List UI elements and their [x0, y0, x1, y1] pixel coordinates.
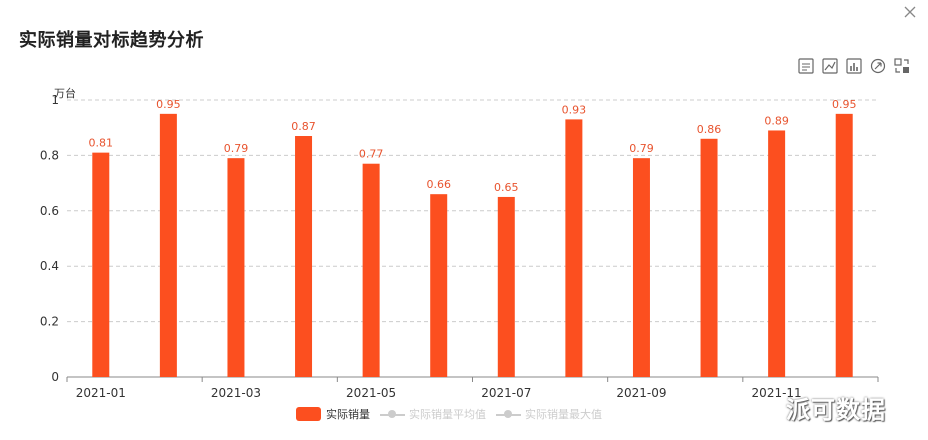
x-tick-label: 2021-09 [616, 386, 666, 400]
legend-item-actual-sales[interactable]: 实际销量 [296, 406, 370, 422]
data-label: 0.66 [426, 178, 451, 191]
data-label: 0.93 [562, 103, 587, 116]
bar [632, 158, 650, 377]
chart-legend: 实际销量 实际销量平均值 实际销量最大值 [296, 406, 612, 422]
legend-label: 实际销量平均值 [409, 408, 486, 421]
legend-swatch-icon [296, 407, 321, 421]
data-view-icon[interactable] [797, 57, 815, 75]
bar [295, 136, 313, 377]
legend-item-average[interactable]: 实际销量平均值 [380, 406, 486, 422]
save-image-icon[interactable] [893, 57, 911, 75]
bar-chart-icon[interactable] [845, 57, 863, 75]
bar [835, 113, 853, 377]
x-tick-label: 2021-03 [211, 386, 261, 400]
bar [497, 196, 515, 377]
bar [227, 158, 245, 377]
x-tick-label: 2021-01 [76, 386, 126, 400]
bar [700, 138, 718, 377]
data-label: 0.95 [156, 98, 181, 111]
legend-line-marker-icon [380, 407, 405, 421]
data-label: 0.79 [224, 142, 249, 155]
bar [92, 152, 110, 377]
data-label: 0.89 [764, 114, 789, 127]
x-tick-label: 2021-07 [481, 386, 531, 400]
legend-label: 实际销量最大值 [525, 408, 602, 421]
data-label: 0.87 [291, 120, 316, 133]
y-tick-label: 0.2 [40, 315, 59, 329]
data-label: 0.65 [494, 181, 519, 194]
data-label: 0.86 [697, 123, 722, 136]
page-title: 实际销量对标趋势分析 [19, 30, 204, 51]
bar [362, 163, 380, 377]
y-tick-label: 0.4 [40, 259, 59, 273]
legend-item-maximum[interactable]: 实际销量最大值 [496, 406, 602, 422]
data-label: 0.81 [89, 137, 114, 150]
close-icon[interactable] [903, 5, 917, 19]
restore-icon[interactable] [869, 57, 887, 75]
data-label: 0.77 [359, 148, 384, 161]
x-tick-label: 2021-05 [346, 386, 396, 400]
chart-toolbox [797, 57, 911, 75]
y-tick-label: 0.6 [40, 204, 59, 218]
bar [430, 194, 448, 377]
data-label: 0.79 [629, 142, 654, 155]
line-chart-icon[interactable] [821, 57, 839, 75]
bar [159, 113, 177, 377]
y-tick-label: 1 [51, 93, 59, 107]
watermark: 派可数据 [786, 396, 886, 424]
bar [768, 130, 786, 377]
data-label: 0.95 [832, 98, 857, 111]
y-axis-unit-label: 万台 [54, 86, 76, 100]
y-tick-label: 0.8 [40, 148, 59, 162]
bar [565, 119, 583, 377]
x-tick-label: 2021-11 [752, 386, 802, 400]
legend-line-marker-icon [496, 407, 521, 421]
y-tick-label: 0 [51, 370, 59, 384]
legend-label: 实际销量 [326, 408, 370, 421]
